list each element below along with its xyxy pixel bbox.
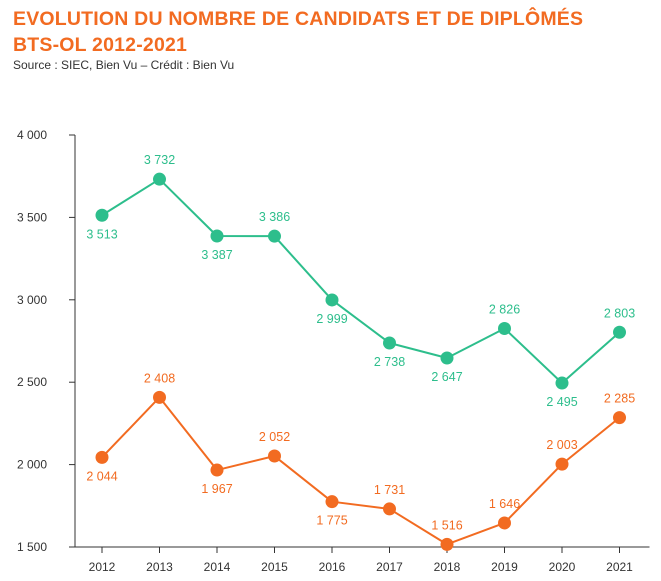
data-point-diplms xyxy=(555,457,569,471)
data-point-candidats xyxy=(613,325,626,339)
data-label-diplms: 1 516 xyxy=(431,518,462,532)
chart-source: Source : SIEC, Bien Vu – Crédit : Bien V… xyxy=(13,58,235,72)
x-tick-label: 2021 xyxy=(606,560,633,574)
data-label-diplms: 2 285 xyxy=(604,392,635,406)
data-label-candidats: 2 826 xyxy=(489,302,520,316)
data-label-diplms: 1 967 xyxy=(201,482,232,496)
data-label-candidats: 2 738 xyxy=(374,355,405,369)
data-point-candidats xyxy=(325,293,339,307)
data-label-diplms: 1 646 xyxy=(489,497,520,511)
data-point-diplms xyxy=(95,450,109,464)
data-label-diplms: 2 003 xyxy=(546,438,577,452)
data-label-candidats: 2 495 xyxy=(546,395,577,409)
series-line-candidats xyxy=(101,178,621,385)
data-point-candidats xyxy=(95,208,109,222)
x-tick-label: 2014 xyxy=(204,560,231,574)
x-tick-label: 2015 xyxy=(261,560,288,574)
data-label-candidats: 3 387 xyxy=(201,248,232,262)
data-point-diplms xyxy=(440,537,454,551)
data-point-diplms xyxy=(153,390,166,404)
y-tick-label: 1 500 xyxy=(17,540,47,554)
data-label-candidats: 3 386 xyxy=(259,210,290,224)
data-label-diplms: 2 052 xyxy=(259,430,290,444)
data-point-diplms xyxy=(210,463,224,477)
chart-title-line-1: EVOLUTION DU NOMBRE DE CANDIDATS ET DE D… xyxy=(13,8,584,30)
data-point-candidats xyxy=(268,229,281,243)
data-label-diplms: 2 408 xyxy=(144,371,175,385)
y-tick-label: 4 000 xyxy=(17,128,47,142)
data-point-diplms xyxy=(268,449,281,463)
y-tick-label: 2 000 xyxy=(17,458,47,472)
data-point-diplms xyxy=(383,502,396,516)
x-tick-label: 2012 xyxy=(89,560,116,574)
data-point-candidats xyxy=(440,351,454,365)
data-label-candidats: 3 732 xyxy=(144,153,175,167)
x-tick-label: 2017 xyxy=(376,560,403,574)
series-candidats: 3 513 3 732 3 387 3 386 2 999 2 738 2 647 2 826… xyxy=(86,153,635,409)
data-point-diplms xyxy=(613,411,626,425)
x-tick-label: 2016 xyxy=(319,560,346,574)
data-point-candidats xyxy=(210,229,224,243)
data-point-candidats xyxy=(153,172,166,186)
data-label-candidats: 2 647 xyxy=(431,370,462,384)
data-label-diplms: 1 731 xyxy=(374,483,405,497)
data-point-diplms xyxy=(325,495,339,509)
y-tick-label: 3 000 xyxy=(17,293,47,307)
chart-title-line-2: BTS-OL 2012-2021 xyxy=(13,34,188,56)
data-point-diplms xyxy=(498,516,511,530)
x-tick-label: 2019 xyxy=(491,560,518,574)
data-label-diplms: 2 044 xyxy=(86,469,117,483)
data-label-candidats: 2 999 xyxy=(316,312,347,326)
x-tick-label: 2013 xyxy=(146,560,173,574)
x-tick-label: 2020 xyxy=(549,560,576,574)
chart-axes: 1 500 2 000 2 500 3 000 3 500 4 000 2012 2013 20… xyxy=(17,128,650,574)
data-label-candidats: 2 803 xyxy=(604,306,635,320)
series-diplms: 2 044 2 408 1 967 2 052 1 775 1 731 1 516 1 646… xyxy=(86,371,635,551)
data-label-candidats: 3 513 xyxy=(86,227,117,241)
data-point-candidats xyxy=(498,321,511,335)
chart-series: 3 513 3 732 3 387 3 386 2 999 2 738 2 647 2 826… xyxy=(86,153,635,551)
data-label-diplms: 1 775 xyxy=(316,514,347,528)
data-point-candidats xyxy=(383,336,396,350)
series-line-diplms xyxy=(101,396,621,546)
data-point-candidats xyxy=(555,376,569,390)
x-tick-label: 2018 xyxy=(434,560,461,574)
y-tick-label: 2 500 xyxy=(17,375,47,389)
y-tick-label: 3 500 xyxy=(17,210,47,224)
